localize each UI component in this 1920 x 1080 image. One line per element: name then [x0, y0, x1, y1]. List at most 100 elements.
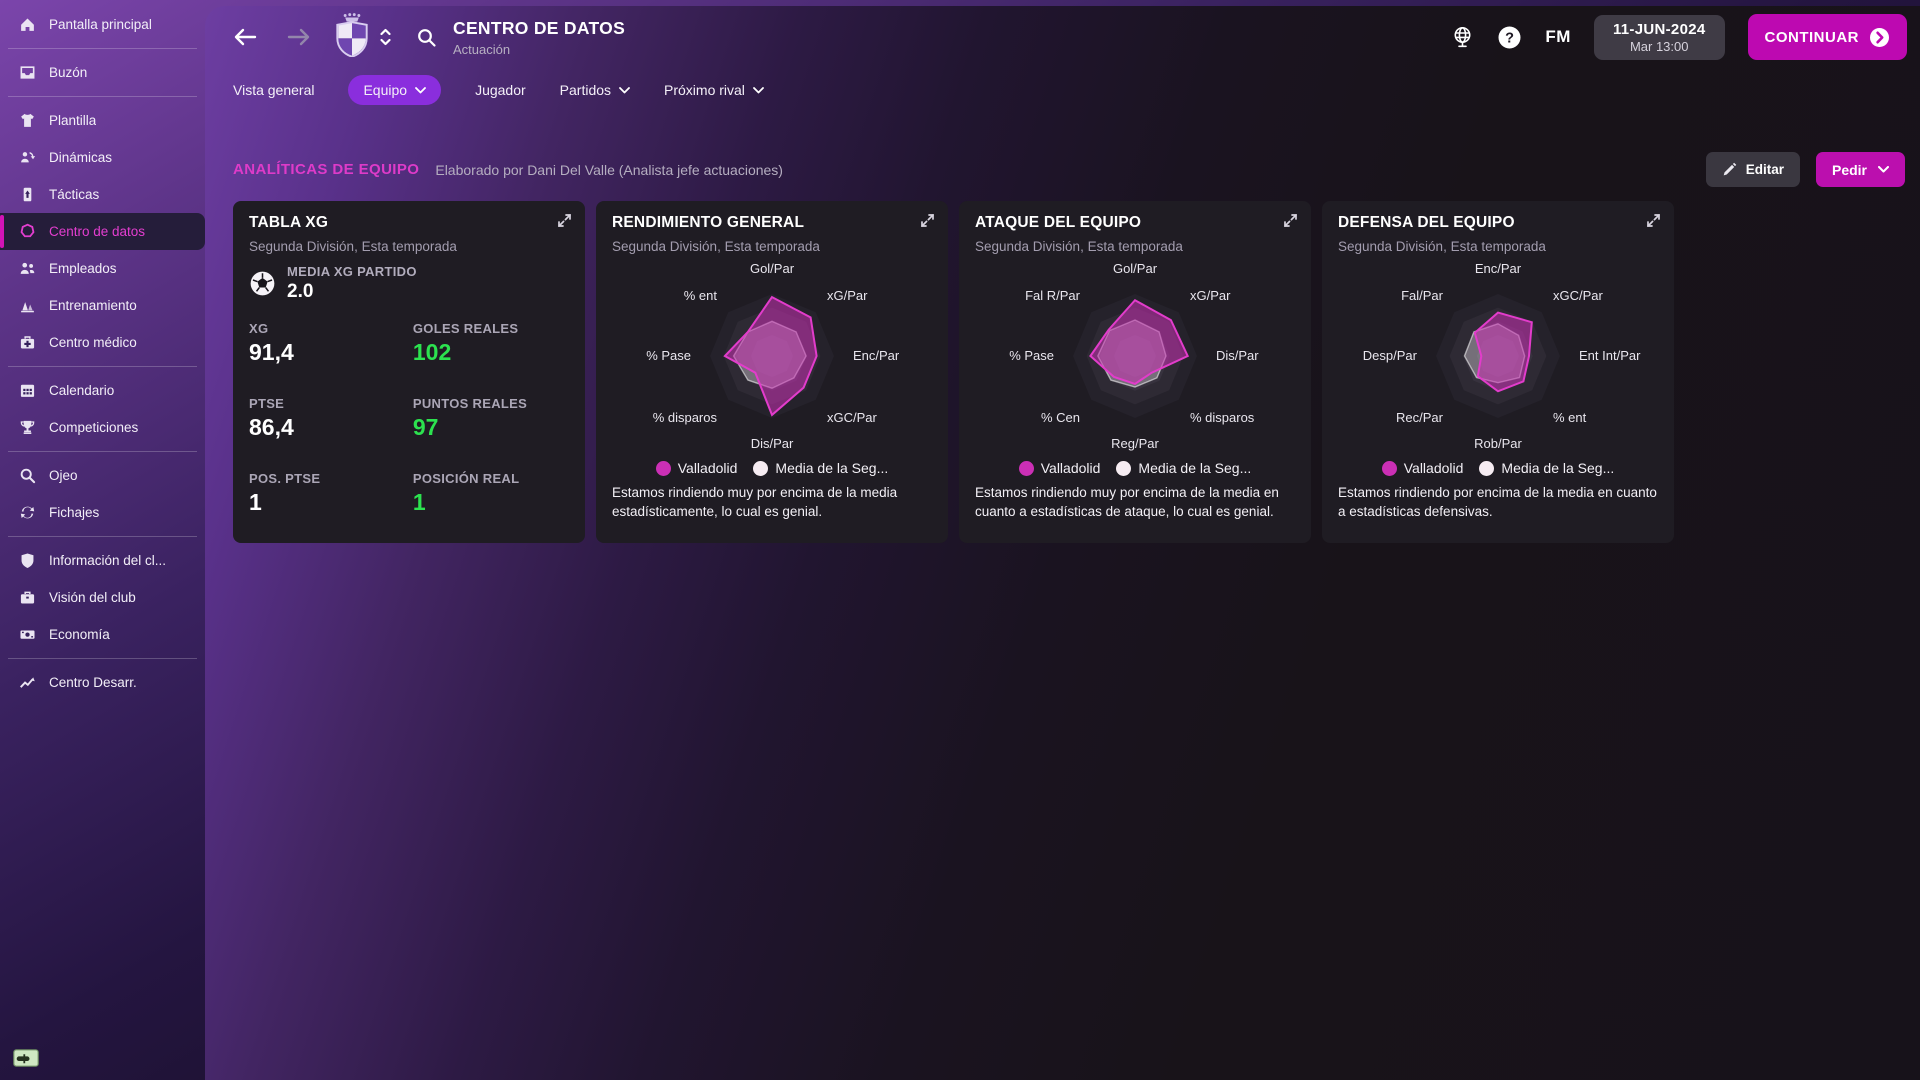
clubinfo-icon — [19, 552, 36, 569]
tab-bar: Vista general Equipo Jugador Partidos Próxim… — [205, 70, 1920, 110]
topbar-right: ? FM 11-JUN-2024 Mar 13:00 CONTINUAR — [1451, 14, 1907, 60]
card-title: TABLA XG — [249, 214, 329, 231]
legend-item-valladolid: Valladolid — [655, 460, 738, 476]
analytics-cards: TABLA XG Segunda División, Esta temporad… — [233, 201, 1920, 543]
svg-text:xG/Par: xG/Par — [1190, 288, 1231, 303]
sidebar-item-competiciones[interactable]: Competiciones — [0, 409, 205, 446]
xg-table-card: TABLA XG Segunda División, Esta temporad… — [233, 201, 585, 543]
divider — [8, 48, 197, 49]
section-header: ANALÍTICAS DE EQUIPO Elaborado por Dani … — [233, 152, 1905, 187]
sidebar-item-centro-desarr[interactable]: Centro Desarr. — [0, 664, 205, 701]
svg-text:% Cen: % Cen — [1041, 410, 1080, 425]
chart-legend: Valladolid Media de la Seg... — [975, 460, 1295, 476]
svg-text:% Pase: % Pase — [1009, 348, 1054, 363]
request-button[interactable]: Pedir — [1815, 152, 1905, 187]
legend-label: Valladolid — [1040, 460, 1101, 476]
expand-icon[interactable] — [1645, 212, 1663, 230]
analyst-comment: Estamos rindiendo muy por encima de la m… — [975, 485, 1279, 520]
avg-xg-label: MEDIA XG PARTIDO — [287, 264, 417, 279]
edit-button[interactable]: Editar — [1705, 152, 1800, 187]
sidebar-item-informacion-del-cl[interactable]: Información del cl... — [0, 542, 205, 579]
svg-text:% disparos: % disparos — [1190, 410, 1255, 425]
svg-text:Reg/Par: Reg/Par — [1111, 436, 1159, 451]
tab-label: Equipo — [363, 82, 408, 98]
world-icon[interactable] — [1451, 25, 1474, 49]
svg-text:Enc/Par: Enc/Par — [1475, 261, 1522, 276]
tab-proximo-rival[interactable]: Próximo rival — [664, 82, 764, 98]
legend-item-media-de-la-seg: Media de la Seg... — [1479, 460, 1614, 476]
legend-dot-icon — [1116, 460, 1132, 476]
help-icon[interactable]: ? — [1497, 25, 1522, 50]
main-panel: CENTRO DE DATOS Actuación ? FM 11-JUN-20… — [205, 6, 1920, 1080]
expand-icon[interactable] — [919, 212, 937, 230]
svg-text:% Pase: % Pase — [646, 348, 691, 363]
expand-icon[interactable] — [1282, 212, 1300, 230]
sidebar-item-entrenamiento[interactable]: Entrenamiento — [0, 287, 205, 324]
sidebar-item-tacticas[interactable]: Tácticas — [0, 176, 205, 213]
sidebar-item-buzon[interactable]: Buzón — [0, 54, 205, 91]
tab-vista-general[interactable]: Vista general — [233, 82, 314, 98]
sidebar-item-fichajes[interactable]: Fichajes — [0, 494, 205, 531]
sidebar-item-label: Información del cl... — [49, 553, 167, 568]
svg-text:Dis/Par: Dis/Par — [1216, 348, 1259, 363]
xg-stats-grid: XG 91,4 GOLES REALES 102 PTSE 86,4 PUNTO… — [249, 321, 569, 516]
sidebar-item-economia[interactable]: Economía — [0, 616, 205, 653]
pencil-icon — [1722, 162, 1737, 177]
chevron-updown-icon — [379, 26, 392, 48]
svg-text:xGC/Par: xGC/Par — [827, 410, 878, 425]
club-selector[interactable] — [334, 12, 392, 62]
sidebar-item-ojeo[interactable]: Ojeo — [0, 457, 205, 494]
card-title: RENDIMIENTO GENERAL — [612, 214, 805, 231]
section-title: ANALÍTICAS DE EQUIPO — [233, 161, 420, 178]
stat-posicion-real: POSICIÓN REAL 1 — [412, 471, 520, 515]
card-subtitle: Segunda División, Esta temporada — [249, 239, 457, 254]
back-arrow-icon — [234, 28, 257, 46]
divider — [8, 96, 197, 97]
sidebar-item-centro-de-datos[interactable]: Centro de datos — [0, 213, 205, 250]
tab-equipo[interactable]: Equipo — [348, 75, 442, 105]
sidebar-item-pantalla-principal[interactable]: Pantalla principal — [0, 6, 205, 43]
sidebar-item-centro-medico[interactable]: Centro médico — [0, 324, 205, 361]
svg-text:Desp/Par: Desp/Par — [1363, 348, 1418, 363]
chart-legend: Valladolid Media de la Seg... — [1338, 460, 1658, 476]
sidebar-item-vision-del-club[interactable]: Visión del club — [0, 579, 205, 616]
svg-text:?: ? — [1505, 30, 1514, 46]
request-label: Pedir — [1831, 161, 1867, 178]
search-icon[interactable] — [416, 27, 437, 48]
sidebar-item-empleados[interactable]: Empleados — [0, 250, 205, 287]
sidebar-item-calendario[interactable]: Calendario — [0, 372, 205, 409]
legend-item-media-de-la-seg: Media de la Seg... — [1116, 460, 1251, 476]
forward-button[interactable] — [286, 26, 312, 48]
card-subtitle: Segunda División, Esta temporada — [1338, 239, 1546, 254]
back-button[interactable] — [233, 26, 259, 48]
date-display[interactable]: 11-JUN-2024 Mar 13:00 — [1593, 14, 1725, 60]
legend-label: Valladolid — [677, 460, 738, 476]
chevron-down-icon — [415, 86, 426, 94]
tab-partidos[interactable]: Partidos — [560, 82, 630, 98]
dynamics-icon — [19, 149, 36, 166]
sidebar-item-label: Dinámicas — [49, 150, 113, 165]
tab-jugador[interactable]: Jugador — [475, 82, 526, 98]
tab-label: Próximo rival — [664, 82, 745, 98]
sidebar-item-plantilla[interactable]: Plantilla — [0, 102, 205, 139]
continue-button[interactable]: CONTINUAR — [1747, 14, 1907, 60]
sidebar-item-label: Pantalla principal — [49, 17, 152, 32]
fm-logo[interactable]: FM — [1545, 27, 1571, 46]
radar-card-rendimiento: RENDIMIENTO GENERAL Segunda División, Es… — [596, 201, 948, 543]
section-byline: Elaborado por Dani Del Valle (Analista j… — [435, 161, 783, 178]
medical-icon — [19, 334, 36, 351]
sidebar-item-label: Buzón — [49, 65, 88, 80]
legend-label: Valladolid — [1403, 460, 1464, 476]
sidebar-item-dinamicas[interactable]: Dinámicas — [0, 139, 205, 176]
tactics-icon — [19, 186, 36, 203]
edit-label: Editar — [1745, 162, 1784, 177]
svg-text:Fal/Par: Fal/Par — [1401, 288, 1444, 303]
expand-icon[interactable] — [556, 212, 574, 230]
training-icon — [19, 297, 36, 314]
forward-arrow-icon — [287, 28, 310, 46]
svg-text:Ent Int/Par: Ent Int/Par — [1579, 348, 1641, 363]
svg-text:Rob/Par: Rob/Par — [1474, 436, 1522, 451]
stat-xg: XG 91,4 — [249, 321, 294, 365]
transfers-icon — [19, 504, 36, 521]
